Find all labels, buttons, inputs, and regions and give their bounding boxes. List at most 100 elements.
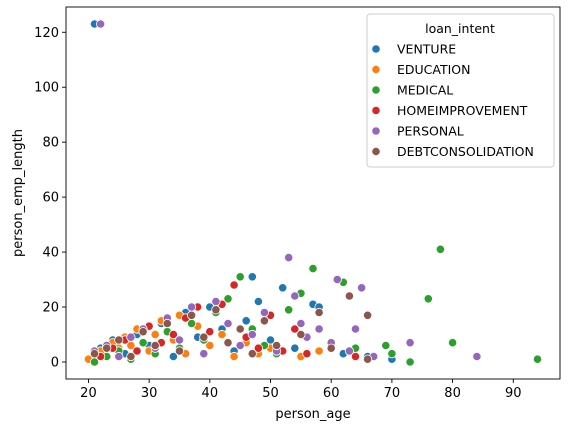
legend-marker-3 <box>371 105 381 116</box>
point-0-14 <box>247 272 257 282</box>
point-5-8 <box>187 310 197 320</box>
legend-label-1: EDUCATION <box>397 62 471 77</box>
legend-marker-2 <box>371 85 381 95</box>
point-4-23 <box>332 274 342 285</box>
point-4-11 <box>211 296 221 307</box>
point-5-5 <box>150 340 160 351</box>
point-4-26 <box>356 283 367 293</box>
legend-box <box>366 13 555 168</box>
point-2-4 <box>138 338 148 348</box>
x-tick-label-5: 70 <box>384 386 401 401</box>
legend-marker-5 <box>371 146 381 157</box>
y-tick-label-3: 60 <box>42 191 59 206</box>
axes-layer <box>65 6 561 380</box>
legend-label-5: DEBTCONSOLIDATION <box>397 144 534 159</box>
point-3-19 <box>350 351 361 362</box>
x-ticks: 20 30 40 50 60 70 80 90 <box>80 379 522 401</box>
point-4-19 <box>296 318 306 329</box>
point-5-10 <box>211 305 221 315</box>
legend-marker-0 <box>371 44 381 54</box>
point-2-25 <box>435 244 445 254</box>
legend-label-3: HOMEIMPROVEMENT <box>397 103 528 118</box>
point-4-12 <box>223 318 233 329</box>
x-tick-label-1: 30 <box>141 386 158 401</box>
point-2-12 <box>235 272 245 282</box>
point-2-23 <box>405 357 415 367</box>
point-0-7 <box>168 351 178 362</box>
point-5-0 <box>89 349 100 359</box>
point-5-9 <box>199 332 209 342</box>
point-1-17 <box>217 329 227 340</box>
y-tick-label-0: 0 <box>51 355 59 370</box>
point-3-9 <box>205 327 215 337</box>
plot-frame <box>65 6 561 380</box>
point-2-21 <box>381 340 391 351</box>
point-5-19 <box>344 291 354 301</box>
point-2-22 <box>387 349 397 359</box>
point-5-12 <box>235 324 245 334</box>
point-5-20 <box>362 310 373 320</box>
point-4-15 <box>259 307 269 318</box>
point-5-3 <box>126 351 136 362</box>
point-4-25 <box>350 324 361 334</box>
point-0-13 <box>241 316 251 326</box>
point-2-24 <box>423 294 433 304</box>
legend-marker-4 <box>371 126 381 136</box>
point-4-3 <box>114 351 124 362</box>
point-3-17 <box>302 349 312 359</box>
x-tick-label-6: 80 <box>444 386 461 401</box>
y-tick-label-6: 120 <box>34 26 59 41</box>
point-5-2 <box>114 335 124 345</box>
point-4-24 <box>344 346 354 356</box>
point-3-3 <box>132 346 142 356</box>
point-4-13 <box>235 340 245 351</box>
point-5-13 <box>247 349 257 359</box>
point-5-21 <box>362 354 373 364</box>
point-5-15 <box>271 340 282 351</box>
legend: loan_intent VENTURE EDUCATION MEDICAL HOMEI… <box>366 13 555 168</box>
point-5-17 <box>314 307 324 318</box>
points-layer <box>83 19 543 367</box>
point-5-11 <box>223 338 233 348</box>
point-1-23 <box>314 346 324 356</box>
point-3-6 <box>168 329 178 340</box>
point-4-14 <box>247 329 257 340</box>
point-0-17 <box>278 283 288 293</box>
point-4-4 <box>126 332 136 342</box>
legend-marker-1 <box>371 64 381 75</box>
x-axis-label: person_age <box>275 407 350 422</box>
legend-title: loan_intent <box>425 21 495 36</box>
point-4-0 <box>96 19 106 29</box>
point-4-29 <box>472 351 482 362</box>
x-tick-label-4: 60 <box>323 386 340 401</box>
x-tick-label-0: 20 <box>80 386 97 401</box>
point-4-9 <box>187 302 197 312</box>
point-2-26 <box>447 338 458 348</box>
point-2-27 <box>532 354 543 364</box>
point-4-18 <box>290 291 300 301</box>
point-5-18 <box>326 343 336 353</box>
point-0-15 <box>253 296 263 307</box>
point-2-18 <box>308 263 318 274</box>
point-5-7 <box>174 346 185 356</box>
y-ticks: 0 20 40 60 80 100 120 <box>34 26 66 370</box>
y-axis-label: person_emp_length <box>11 129 26 257</box>
x-tick-label-3: 50 <box>262 386 279 401</box>
point-1-10 <box>150 329 160 340</box>
point-5-4 <box>138 327 148 337</box>
point-5-6 <box>162 318 172 329</box>
point-2-16 <box>284 305 294 315</box>
point-4-8 <box>174 335 185 345</box>
point-3-11 <box>229 280 239 290</box>
point-2-11 <box>223 294 233 304</box>
point-0-18 <box>290 343 300 353</box>
point-4-28 <box>405 338 415 348</box>
point-5-14 <box>259 316 269 326</box>
y-tick-label-2: 40 <box>42 246 59 261</box>
legend-label-0: VENTURE <box>397 42 456 57</box>
point-1-18 <box>229 351 239 362</box>
x-tick-label-7: 90 <box>505 386 522 401</box>
legend-label-2: MEDICAL <box>397 83 453 98</box>
point-3-13 <box>253 343 263 353</box>
